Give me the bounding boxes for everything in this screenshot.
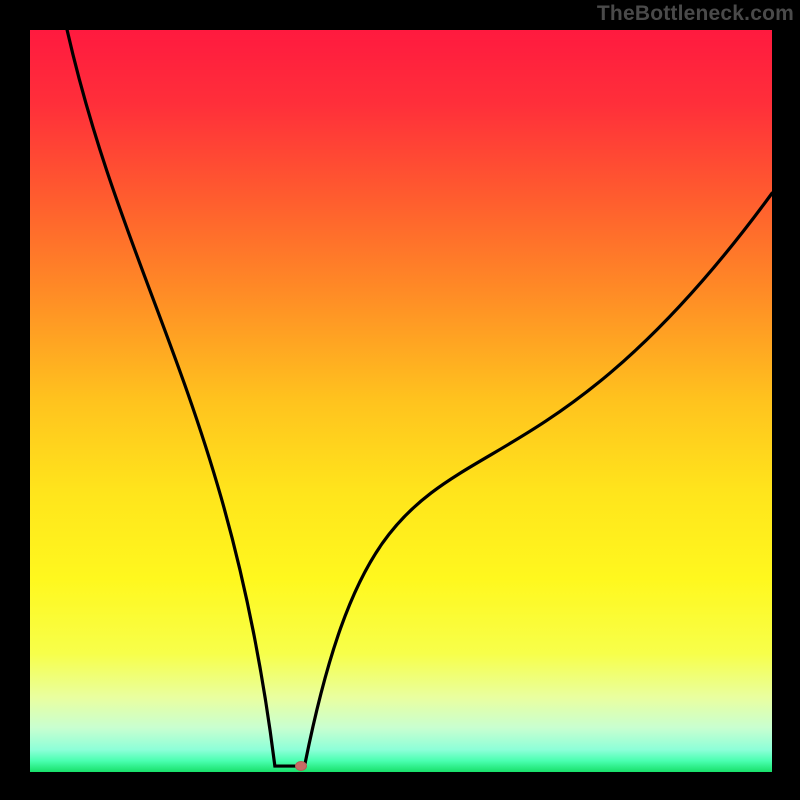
optimum-marker [295,761,307,771]
bottleneck-curve [30,30,772,772]
bottleneck-curve-path [67,30,772,766]
attribution-watermark: TheBottleneck.com [597,2,794,26]
plot-area [30,30,772,772]
